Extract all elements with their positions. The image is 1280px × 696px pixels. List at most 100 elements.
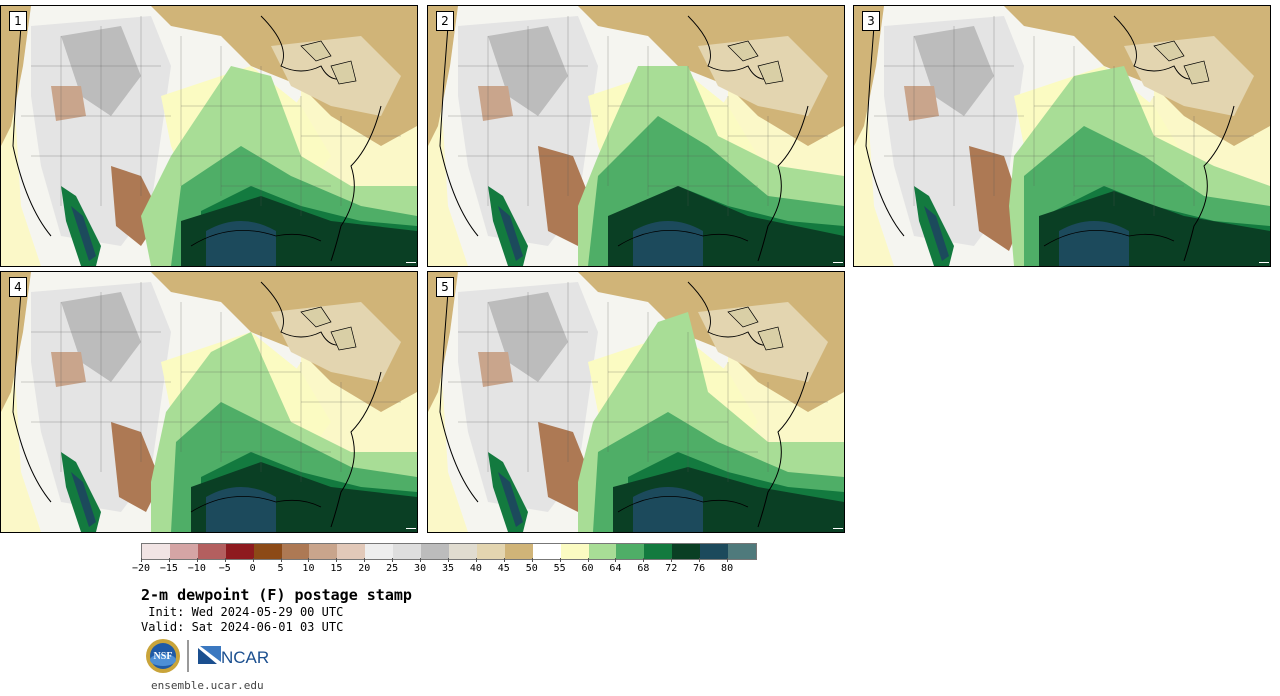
colorbar-tick-mark — [364, 558, 366, 562]
colorbar-tick-mark — [615, 558, 617, 562]
member-number-label: 2 — [436, 11, 454, 31]
colorbar-swatch — [728, 544, 756, 559]
colorbar-swatch — [169, 544, 198, 559]
great-lake — [300, 306, 332, 328]
colorbar-swatch — [225, 544, 254, 559]
map-shading — [854, 6, 884, 146]
gulf-shading — [206, 221, 276, 266]
colorbar-tick-mark — [141, 558, 142, 562]
colorbar-swatch — [337, 544, 366, 559]
dewpoint-map — [1, 6, 417, 266]
colorbar-tick-label: 55 — [553, 563, 566, 574]
map-scale-mark — [406, 528, 416, 531]
dry-region-shading — [904, 86, 939, 121]
colorbar-tick-labels: −20 −15 −10 −5 0 5 10 15 20 25 30 35 40 45 50 55 60 64 68 7… — [132, 558, 757, 580]
forecast-map-panel-2[interactable]: 2 — [427, 5, 845, 267]
colorbar-tick-label: 80 — [721, 563, 734, 574]
colorbar-swatch — [616, 544, 645, 559]
colorbar-swatch — [588, 544, 617, 559]
coastline — [12, 25, 52, 237]
coastline — [330, 105, 382, 262]
colorbar-tick-mark — [196, 558, 198, 562]
moisture-shading — [498, 206, 523, 261]
great-lake — [727, 306, 759, 328]
coastline — [260, 281, 352, 346]
colorbar-tick-label: 60 — [581, 563, 594, 574]
coastline — [687, 281, 779, 346]
colorbar-tick-mark — [168, 558, 170, 562]
coastline — [190, 230, 322, 247]
moisture-shading — [498, 472, 523, 527]
great-lake — [330, 60, 357, 85]
member-number-label: 1 — [9, 11, 27, 31]
colorbar-tick-label: −20 — [131, 563, 151, 574]
colorbar-swatch — [532, 544, 561, 559]
colorbar-swatch — [700, 544, 729, 559]
great-lake — [757, 326, 784, 351]
colorbar-tick-mark — [503, 558, 505, 562]
init-time-text: Init: Wed 2024-05-29 00 UTC — [141, 605, 344, 619]
dry-region-shading — [478, 86, 513, 121]
colorbar-swatch — [309, 544, 338, 559]
forecast-map-panel-3[interactable]: 3 — [853, 5, 1271, 267]
colorbar-tick-mark — [336, 558, 338, 562]
coastline — [617, 496, 749, 513]
great-lake — [1153, 40, 1185, 62]
dewpoint-map — [428, 272, 844, 532]
coastline — [330, 371, 382, 528]
moisture-shading — [71, 206, 96, 261]
coastline — [190, 496, 322, 513]
colorbar-swatch — [253, 544, 282, 559]
coastline — [757, 105, 809, 262]
member-number-label: 5 — [436, 277, 454, 297]
colorbar-tick-label: 10 — [302, 563, 315, 574]
forecast-map-panel-4[interactable]: 4 — [0, 271, 418, 533]
colorbar-swatch — [197, 544, 226, 559]
colorbar-tick-mark — [280, 558, 282, 562]
coastline — [260, 15, 352, 80]
map-shading — [1, 6, 31, 146]
colorbar-swatch — [365, 544, 394, 559]
colorbar-tick-mark — [308, 558, 310, 562]
colorbar-tick-mark — [252, 558, 254, 562]
dry-region-shading — [969, 146, 1024, 251]
colorbar-tick-label: 5 — [277, 563, 284, 574]
colorbar-tick-label: 40 — [469, 563, 482, 574]
colorbar-tick-mark — [420, 558, 422, 562]
colorbar-tick-mark — [671, 558, 673, 562]
coastline — [439, 25, 479, 237]
great-lake — [330, 326, 357, 351]
colorbar-swatch — [476, 544, 505, 559]
colorbar-tick-label: −5 — [218, 563, 231, 574]
colorbar-tick-mark — [392, 558, 394, 562]
colorbar-tick-label: 72 — [665, 563, 678, 574]
dry-region-shading — [51, 86, 86, 121]
forecast-map-panel-5[interactable]: 5 — [427, 271, 845, 533]
website-url[interactable]: ensemble.ucar.edu — [151, 679, 264, 692]
moisture-shading — [924, 206, 949, 261]
sponsor-logos: NSF NCAR — [146, 639, 269, 673]
coastline — [687, 15, 779, 80]
colorbar-swatch — [448, 544, 477, 559]
coastline — [617, 230, 749, 247]
great-lake — [300, 40, 332, 62]
colorbar-swatch — [142, 544, 170, 559]
member-number-label: 3 — [862, 11, 880, 31]
colorbar-swatch — [281, 544, 310, 559]
colorbar-tick-label: −10 — [187, 563, 206, 574]
dewpoint-map — [1, 272, 417, 532]
nsf-logo: NSF — [146, 639, 180, 673]
forecast-map-panel-1[interactable]: 1 — [0, 5, 418, 267]
colorbar-tick-label: 64 — [609, 563, 622, 574]
colorbar-swatch — [393, 544, 422, 559]
coastline — [1183, 105, 1235, 262]
colorbar-tick-mark — [448, 558, 449, 562]
moisture-shading — [71, 472, 96, 527]
chart-title: 2-m dewpoint (F) postage stamp — [141, 586, 412, 604]
ncar-logo: NCAR — [198, 646, 269, 667]
coastline — [757, 371, 809, 528]
colorbar-tick-mark — [587, 558, 589, 562]
valid-time-text: Valid: Sat 2024-06-01 03 UTC — [141, 620, 344, 634]
colorbar-tick-label: 50 — [525, 563, 538, 574]
